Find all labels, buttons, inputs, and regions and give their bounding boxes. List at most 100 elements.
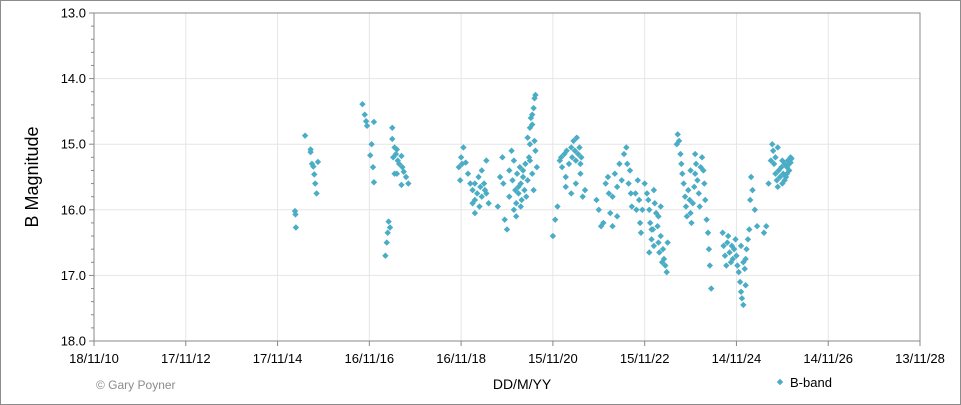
data-point [562,183,569,191]
data-point [692,160,700,168]
data-point [674,131,681,138]
data-point [663,268,670,276]
legend-label: B-band [790,375,832,390]
data-point [574,150,582,158]
data-point [774,183,781,191]
data-point [389,135,396,143]
x-tick-label: 18/11/10 [69,351,119,366]
data-point [558,163,566,171]
data-point [776,173,784,181]
data-point [677,150,684,158]
data-point [310,163,317,170]
data-point [532,147,539,154]
data-point [660,255,668,263]
data-point [659,245,667,253]
data-point [609,223,616,230]
data-point [779,157,786,164]
data-point [400,168,407,175]
data-point [738,295,746,302]
data-point [551,216,559,223]
data-point [494,203,502,210]
data-point [626,167,634,174]
data-point [687,167,694,174]
gridlines [93,12,921,342]
data-point [382,252,389,259]
data-point [307,148,314,156]
data-point [570,137,577,145]
data-point [576,144,583,151]
data-point [634,177,641,184]
data-point [568,190,575,197]
data-point [604,173,612,181]
data-point [774,144,781,151]
data-point [533,163,541,171]
data-point [311,180,319,187]
data-point [478,167,485,174]
data-point [646,206,653,213]
data-point [469,186,476,194]
y-tick-label: 13.0 [61,6,86,21]
data-point [613,213,621,220]
data-point [730,245,738,253]
data-point [773,177,781,184]
data-point [605,190,613,197]
data-point [483,157,490,164]
data-point [724,239,731,246]
data-point [485,200,492,207]
data-point [782,173,790,181]
data-point [607,209,614,217]
data-point [526,141,534,148]
data-point [701,180,708,187]
data-point [639,206,646,213]
data-point [523,193,530,200]
data-point [476,203,483,210]
data-point [595,206,602,213]
data-point [517,203,524,210]
data-point [737,242,745,250]
data-point [500,180,507,187]
data-point [637,229,645,236]
data-point [398,152,405,160]
data-point [405,180,412,187]
data-point [769,141,776,148]
data-point [370,179,378,186]
data-point [496,173,504,181]
data-point [749,186,756,194]
data-point [633,206,640,213]
data-point [747,196,754,204]
data-point [624,160,631,168]
data-point [673,141,680,148]
data-point [503,226,511,233]
data-point [747,173,755,181]
data-point [369,163,377,171]
data-point [483,190,490,197]
data-point [571,147,579,154]
data-point [600,219,607,227]
data-point [686,196,693,204]
data-point [620,150,628,158]
data-point [455,163,463,171]
data-point [708,285,715,292]
data-point [678,160,685,168]
data-point [393,146,401,153]
data-point [680,180,687,187]
data-point [521,186,528,194]
data-point [389,154,397,161]
data-point [779,180,786,187]
data-point [561,150,568,158]
data-point [462,159,469,166]
data-point [704,229,712,236]
data-point [772,170,779,177]
data-point [729,255,736,263]
data-point [513,170,521,177]
data-point [786,160,793,168]
data-point [383,239,390,246]
data-point [467,180,474,187]
data-point [662,262,669,269]
data-point [478,193,485,200]
data-point [772,154,779,161]
data-point [641,180,648,187]
data-point [549,232,557,240]
data-point [645,196,652,204]
data-point [515,190,522,197]
